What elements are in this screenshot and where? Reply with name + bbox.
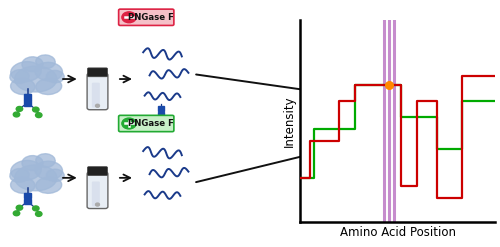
Circle shape xyxy=(16,106,22,111)
FancyBboxPatch shape xyxy=(88,167,108,176)
X-axis label: Amino Acid Position: Amino Acid Position xyxy=(340,226,456,240)
Ellipse shape xyxy=(36,154,55,167)
Ellipse shape xyxy=(14,165,57,191)
Ellipse shape xyxy=(10,78,35,95)
Circle shape xyxy=(36,113,42,118)
FancyBboxPatch shape xyxy=(118,115,174,132)
Circle shape xyxy=(14,112,20,117)
Circle shape xyxy=(16,205,22,210)
Ellipse shape xyxy=(10,177,35,193)
FancyBboxPatch shape xyxy=(88,68,108,77)
Ellipse shape xyxy=(14,66,57,92)
Ellipse shape xyxy=(22,156,43,170)
Ellipse shape xyxy=(36,55,55,69)
FancyBboxPatch shape xyxy=(87,73,108,110)
Circle shape xyxy=(122,118,136,129)
Circle shape xyxy=(32,107,39,112)
FancyBboxPatch shape xyxy=(87,172,108,208)
Bar xyxy=(24,193,32,198)
Circle shape xyxy=(32,206,39,211)
FancyBboxPatch shape xyxy=(92,83,100,108)
Ellipse shape xyxy=(10,168,29,182)
Ellipse shape xyxy=(35,62,62,81)
Ellipse shape xyxy=(36,78,62,95)
Ellipse shape xyxy=(46,70,64,83)
FancyBboxPatch shape xyxy=(92,182,100,206)
Circle shape xyxy=(14,211,20,216)
Ellipse shape xyxy=(10,62,42,82)
Bar xyxy=(158,112,164,117)
FancyBboxPatch shape xyxy=(118,9,174,25)
Circle shape xyxy=(165,122,171,127)
Bar xyxy=(158,106,164,111)
Circle shape xyxy=(122,12,136,23)
Ellipse shape xyxy=(35,161,62,180)
Bar xyxy=(24,199,32,204)
Circle shape xyxy=(148,127,154,131)
Ellipse shape xyxy=(46,169,64,182)
Circle shape xyxy=(36,211,42,216)
Circle shape xyxy=(151,122,156,127)
Circle shape xyxy=(96,203,100,206)
Text: PNGase F: PNGase F xyxy=(128,119,174,128)
Circle shape xyxy=(96,104,100,107)
Ellipse shape xyxy=(10,70,29,83)
Ellipse shape xyxy=(10,160,42,181)
Ellipse shape xyxy=(22,57,43,72)
Text: PNGase F: PNGase F xyxy=(128,13,174,22)
Bar xyxy=(24,94,32,100)
Bar xyxy=(24,100,32,106)
Ellipse shape xyxy=(36,177,62,193)
Y-axis label: Intensity: Intensity xyxy=(283,95,296,147)
